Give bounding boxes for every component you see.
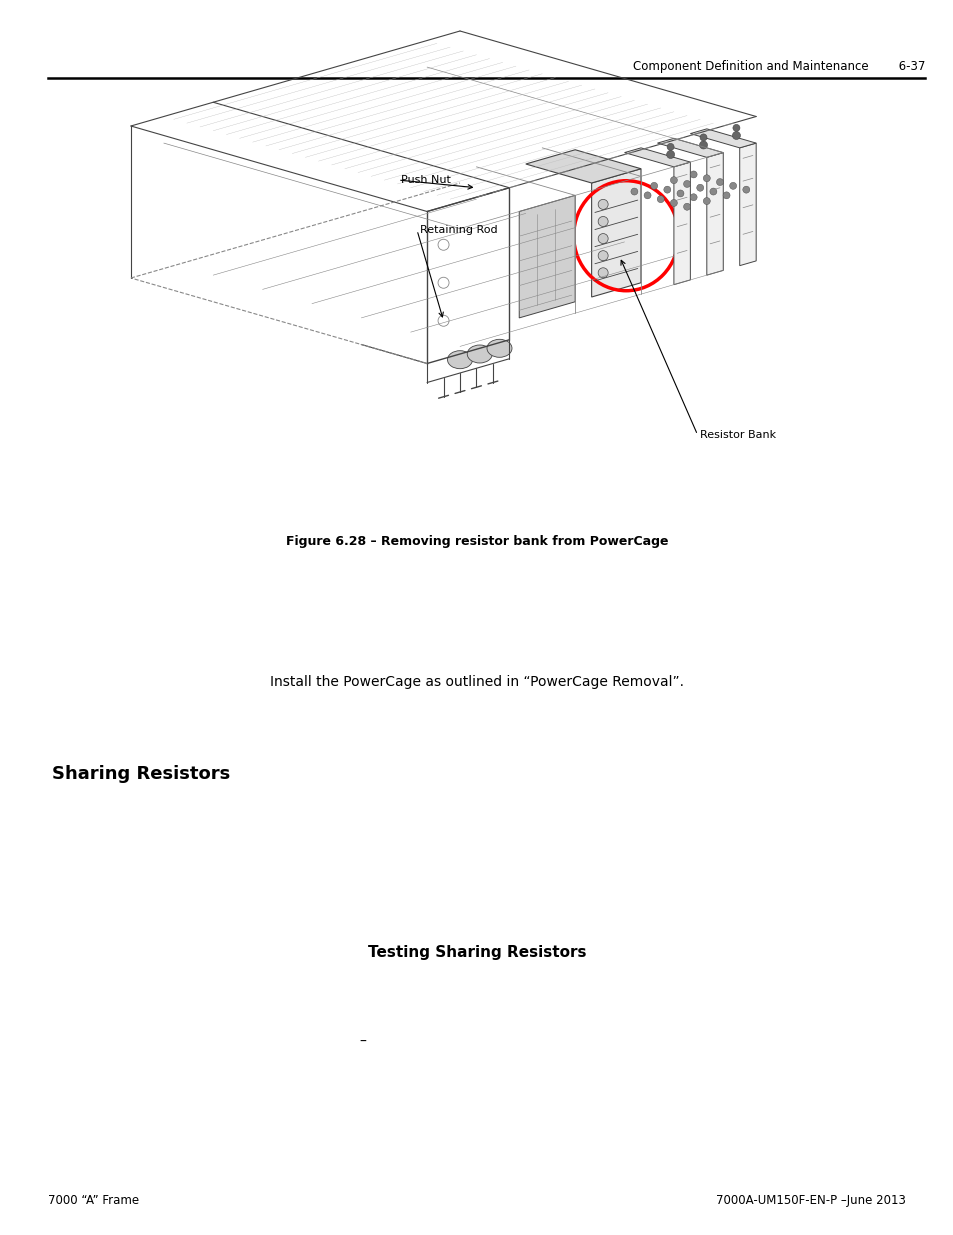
Circle shape xyxy=(598,268,607,278)
Polygon shape xyxy=(706,153,722,275)
Text: Testing Sharing Resistors: Testing Sharing Resistors xyxy=(367,945,586,960)
Polygon shape xyxy=(657,138,722,157)
Circle shape xyxy=(670,177,677,184)
Ellipse shape xyxy=(447,351,472,369)
Text: 7000A-UM150F-EN-P –June 2013: 7000A-UM150F-EN-P –June 2013 xyxy=(716,1194,905,1207)
Circle shape xyxy=(683,204,690,210)
Circle shape xyxy=(670,199,677,206)
Text: 7000 “A” Frame: 7000 “A” Frame xyxy=(48,1194,139,1207)
Circle shape xyxy=(722,191,729,199)
Circle shape xyxy=(598,251,607,261)
Circle shape xyxy=(598,233,607,243)
Circle shape xyxy=(650,183,657,189)
Circle shape xyxy=(700,133,706,141)
Text: Install the PowerCage as outlined in “PowerCage Removal”.: Install the PowerCage as outlined in “Po… xyxy=(270,676,683,689)
Circle shape xyxy=(696,184,703,191)
Ellipse shape xyxy=(467,345,492,363)
Circle shape xyxy=(702,198,710,205)
Polygon shape xyxy=(739,143,756,266)
Circle shape xyxy=(699,141,707,149)
Circle shape xyxy=(643,191,650,199)
Text: Figure 6.28 – Removing resistor bank from PowerCage: Figure 6.28 – Removing resistor bank fro… xyxy=(286,535,667,548)
Circle shape xyxy=(702,174,710,182)
Ellipse shape xyxy=(486,340,512,357)
Circle shape xyxy=(598,216,607,226)
Polygon shape xyxy=(673,162,690,284)
Circle shape xyxy=(732,125,740,131)
Polygon shape xyxy=(624,148,690,167)
Circle shape xyxy=(657,195,663,203)
Circle shape xyxy=(666,151,674,158)
Circle shape xyxy=(716,179,722,185)
Polygon shape xyxy=(690,128,756,148)
Polygon shape xyxy=(518,195,575,317)
Circle shape xyxy=(732,131,740,140)
Text: Resistor Bank: Resistor Bank xyxy=(699,430,775,440)
Text: Component Definition and Maintenance        6-37: Component Definition and Maintenance 6-3… xyxy=(633,61,924,73)
Text: –: – xyxy=(358,1035,366,1049)
Text: Push Nut: Push Nut xyxy=(400,175,451,185)
Circle shape xyxy=(683,180,690,188)
Circle shape xyxy=(663,186,670,193)
Polygon shape xyxy=(591,169,640,296)
Circle shape xyxy=(598,199,607,210)
Text: Sharing Resistors: Sharing Resistors xyxy=(51,764,230,783)
Text: Retaining Rod: Retaining Rod xyxy=(419,225,497,235)
Circle shape xyxy=(729,183,736,189)
Polygon shape xyxy=(525,149,640,183)
Circle shape xyxy=(689,170,697,178)
Circle shape xyxy=(689,194,697,201)
Circle shape xyxy=(630,188,638,195)
Circle shape xyxy=(742,186,749,193)
Circle shape xyxy=(666,143,674,151)
Circle shape xyxy=(677,190,683,196)
Circle shape xyxy=(709,188,716,195)
